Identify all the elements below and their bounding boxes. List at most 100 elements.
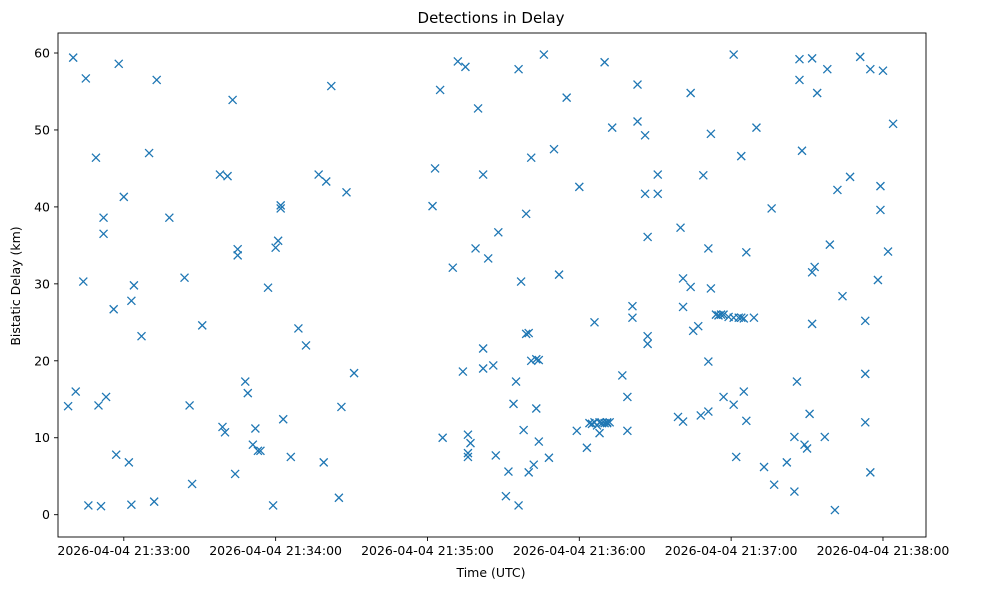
data-point bbox=[521, 209, 531, 219]
data-point bbox=[830, 505, 840, 515]
y-tick-label: 10 bbox=[34, 430, 50, 445]
data-point bbox=[873, 275, 883, 285]
data-point bbox=[792, 377, 802, 387]
data-point bbox=[812, 88, 822, 98]
data-point bbox=[460, 62, 470, 72]
data-point bbox=[521, 329, 531, 339]
data-point bbox=[807, 53, 817, 63]
data-point bbox=[562, 93, 572, 103]
data-point bbox=[293, 324, 303, 333]
data-point bbox=[137, 331, 146, 341]
data-point bbox=[805, 409, 815, 419]
data-point bbox=[187, 479, 197, 489]
data-point bbox=[220, 427, 230, 437]
data-point bbox=[600, 57, 610, 67]
data-point bbox=[633, 80, 642, 90]
data-point bbox=[124, 457, 134, 467]
data-point bbox=[301, 340, 311, 350]
data-point bbox=[759, 462, 769, 472]
data-point bbox=[99, 229, 109, 239]
data-point bbox=[602, 417, 612, 427]
data-point bbox=[789, 432, 799, 442]
data-point bbox=[607, 123, 617, 133]
data-point bbox=[453, 57, 463, 66]
data-point bbox=[218, 422, 227, 432]
data-point bbox=[215, 170, 225, 180]
data-point bbox=[703, 357, 713, 367]
data-point bbox=[71, 387, 81, 397]
data-point bbox=[617, 370, 627, 380]
data-point bbox=[68, 53, 78, 63]
y-axis-title: Bistatic Delay (km) bbox=[8, 226, 23, 345]
data-point bbox=[640, 130, 650, 140]
data-point bbox=[643, 232, 653, 242]
data-point bbox=[888, 119, 898, 129]
data-point bbox=[126, 500, 136, 510]
data-point bbox=[549, 144, 559, 154]
data-point bbox=[587, 419, 597, 429]
data-point bbox=[478, 170, 488, 180]
data-point bbox=[832, 185, 842, 195]
data-point bbox=[810, 262, 820, 272]
data-point bbox=[286, 452, 296, 462]
data-point bbox=[719, 310, 729, 320]
data-point bbox=[458, 367, 468, 377]
data-point bbox=[111, 450, 121, 460]
data-point bbox=[807, 319, 817, 329]
data-point bbox=[860, 417, 870, 427]
data-point bbox=[152, 75, 162, 85]
data-point bbox=[524, 328, 534, 338]
data-point bbox=[739, 314, 749, 323]
x-tick-label: 2026-04-04 21:33:00 bbox=[57, 543, 190, 558]
data-point bbox=[716, 310, 726, 320]
data-point bbox=[875, 181, 885, 191]
data-point bbox=[438, 433, 448, 443]
y-tick-label: 60 bbox=[34, 46, 50, 61]
data-point bbox=[643, 339, 653, 349]
data-point bbox=[349, 368, 359, 378]
data-point bbox=[321, 177, 331, 186]
data-point bbox=[466, 438, 475, 448]
data-point bbox=[729, 50, 739, 60]
data-point bbox=[574, 182, 584, 192]
data-point bbox=[678, 417, 688, 427]
y-tick-label: 20 bbox=[34, 353, 50, 368]
data-point bbox=[696, 410, 706, 420]
data-point bbox=[838, 291, 847, 301]
data-point bbox=[278, 414, 288, 424]
data-point bbox=[797, 146, 807, 156]
data-point bbox=[101, 392, 111, 402]
data-point bbox=[129, 280, 139, 290]
data-point bbox=[706, 284, 716, 293]
data-point bbox=[91, 153, 101, 163]
data-point bbox=[622, 426, 632, 436]
data-point bbox=[243, 388, 253, 398]
data-point bbox=[622, 392, 632, 402]
data-point bbox=[739, 387, 749, 397]
x-tick-label: 2026-04-04 21:34:00 bbox=[209, 543, 342, 558]
data-point bbox=[314, 170, 324, 180]
data-point bbox=[875, 205, 885, 215]
data-point bbox=[529, 460, 539, 470]
data-point bbox=[698, 170, 708, 180]
y-tick-label: 0 bbox=[42, 507, 50, 522]
data-point bbox=[185, 400, 195, 410]
data-point bbox=[493, 227, 503, 237]
x-tick-label: 2026-04-04 21:38:00 bbox=[817, 543, 950, 558]
x-axis-title: Time (UTC) bbox=[455, 565, 525, 580]
data-point bbox=[860, 316, 870, 326]
data-point bbox=[534, 355, 544, 365]
data-point bbox=[544, 453, 554, 463]
data-point bbox=[751, 123, 761, 133]
data-point bbox=[800, 440, 809, 450]
data-point bbox=[180, 273, 189, 283]
data-point bbox=[653, 170, 663, 180]
data-point bbox=[686, 88, 696, 98]
data-point bbox=[605, 417, 615, 427]
data-point bbox=[526, 356, 536, 366]
y-tick-label: 50 bbox=[34, 122, 50, 137]
data-point bbox=[516, 277, 526, 286]
data-point bbox=[223, 171, 233, 181]
